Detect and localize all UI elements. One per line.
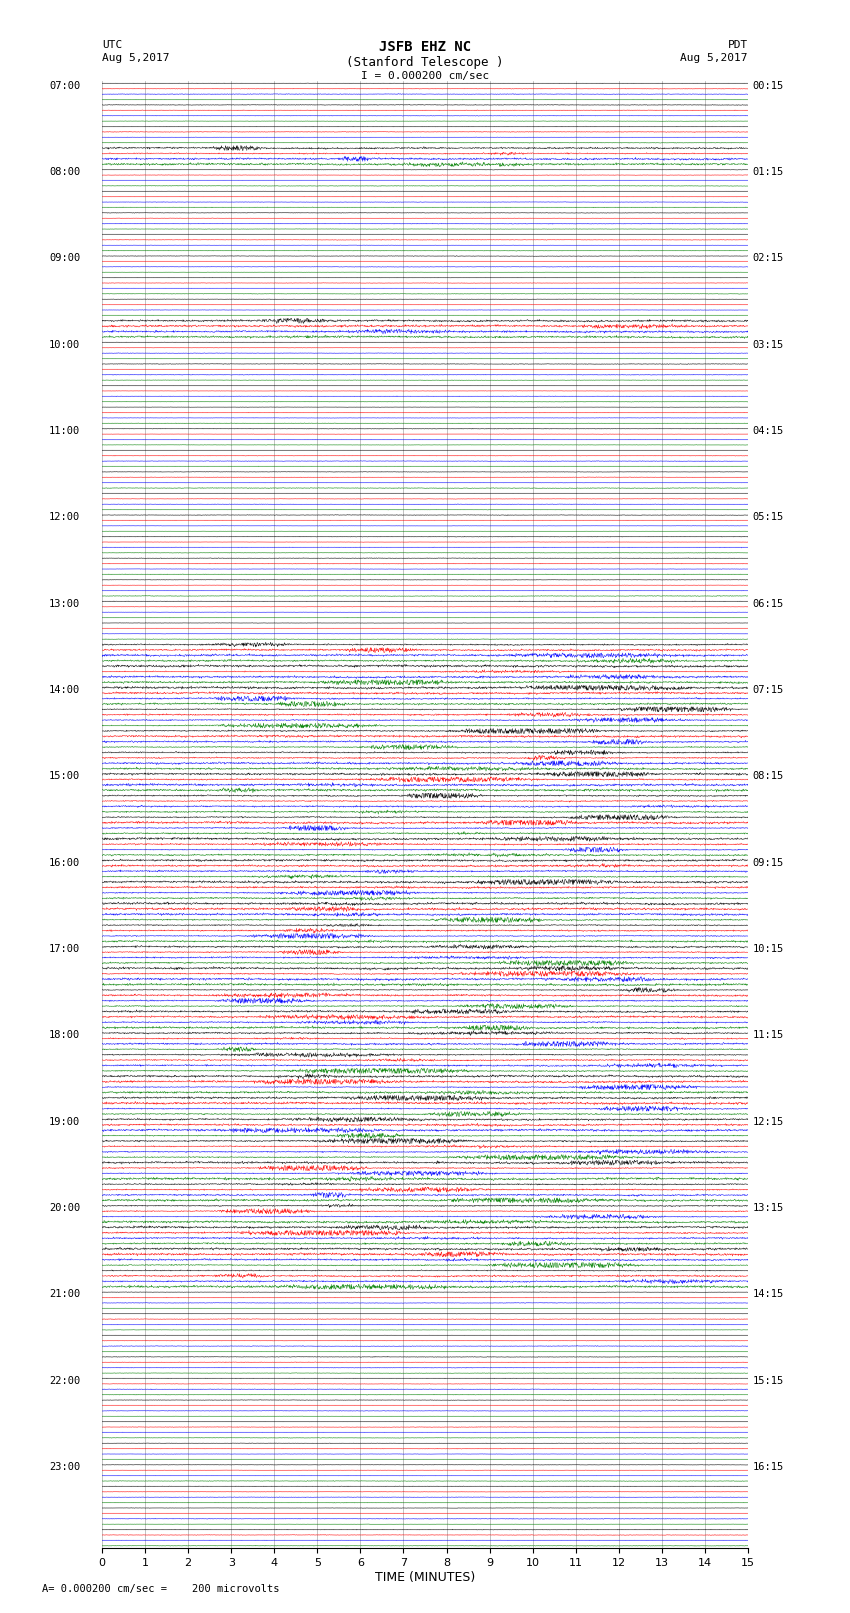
Text: 15:15: 15:15 xyxy=(752,1376,784,1386)
Text: 12:15: 12:15 xyxy=(752,1116,784,1127)
Text: 00:15: 00:15 xyxy=(752,81,784,90)
Text: Aug 5,2017: Aug 5,2017 xyxy=(681,53,748,63)
Text: 08:00: 08:00 xyxy=(49,168,81,177)
Text: 16:15: 16:15 xyxy=(752,1461,784,1473)
Text: 02:15: 02:15 xyxy=(752,253,784,263)
Text: 23:00: 23:00 xyxy=(49,1461,81,1473)
Text: Aug 5,2017: Aug 5,2017 xyxy=(102,53,169,63)
Text: I = 0.000200 cm/sec: I = 0.000200 cm/sec xyxy=(361,71,489,81)
Text: 14:15: 14:15 xyxy=(752,1289,784,1300)
Text: 17:00: 17:00 xyxy=(49,944,81,953)
Text: 07:15: 07:15 xyxy=(752,686,784,695)
Text: 13:15: 13:15 xyxy=(752,1203,784,1213)
Text: 18:00: 18:00 xyxy=(49,1031,81,1040)
Text: 22:00: 22:00 xyxy=(49,1376,81,1386)
Text: 06:15: 06:15 xyxy=(752,598,784,608)
Text: 03:15: 03:15 xyxy=(752,340,784,350)
Text: 14:00: 14:00 xyxy=(49,686,81,695)
Text: 15:00: 15:00 xyxy=(49,771,81,781)
Text: 19:00: 19:00 xyxy=(49,1116,81,1127)
Text: 21:00: 21:00 xyxy=(49,1289,81,1300)
Text: 11:00: 11:00 xyxy=(49,426,81,436)
Text: 13:00: 13:00 xyxy=(49,598,81,608)
Text: 01:15: 01:15 xyxy=(752,168,784,177)
Text: 07:00: 07:00 xyxy=(49,81,81,90)
Text: 12:00: 12:00 xyxy=(49,513,81,523)
X-axis label: TIME (MINUTES): TIME (MINUTES) xyxy=(375,1571,475,1584)
Text: 05:15: 05:15 xyxy=(752,513,784,523)
Text: 10:15: 10:15 xyxy=(752,944,784,953)
Text: (Stanford Telescope ): (Stanford Telescope ) xyxy=(346,56,504,69)
Text: 10:00: 10:00 xyxy=(49,340,81,350)
Text: 09:15: 09:15 xyxy=(752,858,784,868)
Text: JSFB EHZ NC: JSFB EHZ NC xyxy=(379,40,471,55)
Text: 08:15: 08:15 xyxy=(752,771,784,781)
Text: UTC: UTC xyxy=(102,40,122,50)
Text: 09:00: 09:00 xyxy=(49,253,81,263)
Text: 20:00: 20:00 xyxy=(49,1203,81,1213)
Text: 04:15: 04:15 xyxy=(752,426,784,436)
Text: A= 0.000200 cm/sec =    200 microvolts: A= 0.000200 cm/sec = 200 microvolts xyxy=(42,1584,280,1594)
Text: 16:00: 16:00 xyxy=(49,858,81,868)
Text: 11:15: 11:15 xyxy=(752,1031,784,1040)
Text: PDT: PDT xyxy=(728,40,748,50)
